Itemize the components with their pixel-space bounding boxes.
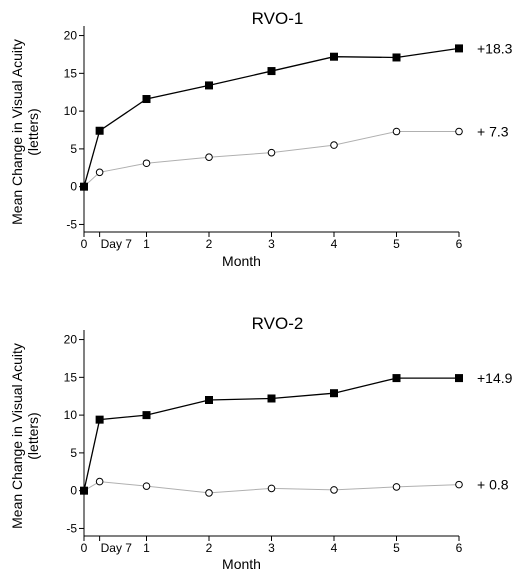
x-tick-label: 5 — [393, 541, 400, 555]
x-tick-label: 0 — [81, 541, 88, 555]
x-tick-label: 1 — [143, 541, 150, 555]
series-line — [83, 481, 460, 494]
y-tick-label: -5 — [66, 521, 77, 535]
data-point-square — [80, 486, 88, 495]
y-tick-label: 0 — [70, 484, 77, 498]
data-point-circle — [205, 489, 213, 497]
x-tick-label: 3 — [268, 541, 275, 555]
y-tick-label: 0 — [70, 180, 77, 194]
data-point-square — [142, 95, 151, 104]
x-tick-label: 6 — [456, 237, 463, 251]
y-axis-label-line-2: (letters) — [25, 412, 41, 459]
y-tick-label: 5 — [70, 142, 77, 156]
series-line — [83, 377, 459, 491]
y-tick-label: 15 — [64, 370, 78, 384]
data-point-circle — [142, 159, 151, 168]
x-tick-label: 5 — [393, 237, 400, 251]
data-point-square — [455, 44, 463, 53]
data-point-square — [205, 81, 213, 90]
series-end-label: +18.3 — [477, 40, 513, 56]
series-open-circle: + 0.8 — [80, 477, 509, 497]
x-axis-label: Month — [222, 556, 261, 572]
chart-title: RVO-1 — [252, 9, 304, 28]
series-line — [83, 131, 459, 188]
data-point-circle — [392, 127, 401, 136]
series-filled-square: +14.9 — [80, 370, 513, 495]
data-point-circle — [392, 483, 401, 491]
x-tick-label: 2 — [206, 541, 213, 555]
data-point-square — [392, 374, 401, 383]
data-point-square — [95, 126, 104, 135]
series-open-circle: + 7.3 — [80, 124, 509, 191]
x-tick-label: 4 — [331, 237, 338, 251]
data-point-square — [267, 394, 276, 403]
data-point-circle — [455, 127, 463, 136]
y-tick-label: 15 — [64, 66, 78, 80]
data-point-square — [142, 411, 151, 420]
x-tick-label: 3 — [268, 237, 275, 251]
data-point-square — [267, 67, 276, 76]
chart-rvo-1: RVO-1 -5 0 5 10 15 20 0 Day 7 1 2 3 4 5 6 Month Mean Cha… — [9, 9, 513, 269]
x-tick-label: 0 — [81, 237, 88, 251]
x-tick-label: 1 — [143, 237, 150, 251]
x-tick-label: Day 7 — [101, 237, 133, 251]
series-end-label: +14.9 — [477, 370, 513, 386]
series-end-label: + 7.3 — [477, 124, 509, 140]
y-axis-label-line-1: Mean Change in Visual Acuity — [9, 343, 25, 529]
data-point-square — [330, 389, 338, 398]
data-point-circle — [95, 477, 104, 486]
data-point-square — [95, 415, 104, 424]
y-axis-label-line-2: (letters) — [25, 108, 41, 155]
y-tick-label: 5 — [70, 446, 77, 460]
data-point-circle — [330, 486, 338, 494]
data-point-square — [80, 182, 88, 191]
data-point-square — [392, 53, 401, 62]
data-point-circle — [330, 141, 338, 149]
chart-rvo-2: RVO-2 -5 0 5 10 15 20 0 Day 7 1 2 3 4 5 6 Month Mean Cha… — [9, 314, 513, 572]
x-tick-label: 2 — [206, 237, 213, 251]
data-point-circle — [95, 168, 104, 177]
data-point-square — [205, 396, 213, 404]
y-tick-label: 20 — [64, 333, 78, 347]
data-point-circle — [267, 148, 276, 157]
x-tick-label: 4 — [331, 541, 338, 555]
series-filled-square: +18.3 — [80, 40, 513, 191]
data-point-square — [330, 52, 338, 61]
series-line — [83, 47, 460, 187]
data-point-circle — [142, 482, 151, 490]
y-axis-label-line-1: Mean Change in Visual Acuity — [9, 39, 25, 225]
y-tick-label: -5 — [66, 217, 77, 231]
y-tick-label: 20 — [64, 29, 78, 43]
x-axis-label: Month — [222, 253, 261, 269]
data-point-circle — [267, 484, 276, 493]
y-tick-label: 10 — [64, 104, 78, 118]
data-point-square — [455, 374, 463, 383]
chart-title: RVO-2 — [252, 314, 304, 333]
data-point-circle — [455, 480, 463, 489]
x-tick-label: Day 7 — [101, 541, 133, 555]
data-point-circle — [205, 153, 213, 161]
y-tick-label: 10 — [64, 408, 78, 422]
series-end-label: + 0.8 — [477, 477, 509, 493]
x-tick-label: 6 — [456, 541, 463, 555]
